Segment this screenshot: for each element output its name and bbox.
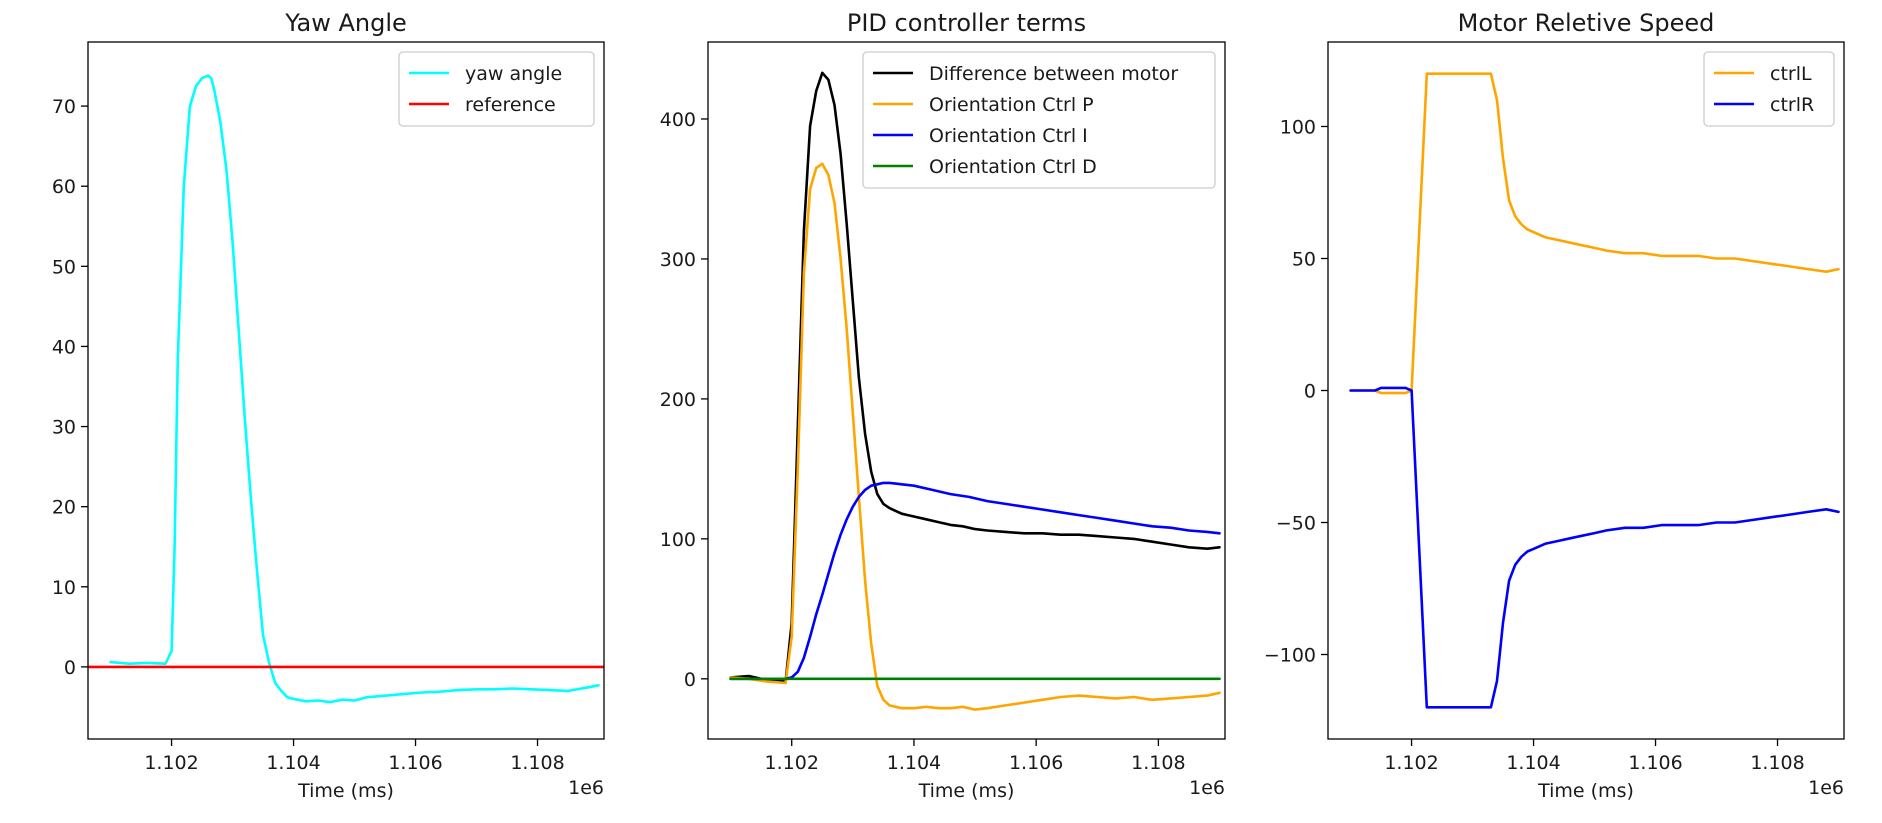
y-tick-label: 0 bbox=[64, 657, 76, 679]
x-offset-label: 1e6 bbox=[1189, 777, 1225, 799]
x-tick-label: 1.102 bbox=[765, 752, 819, 774]
y-tick-label: 200 bbox=[660, 389, 696, 411]
y-tick-label: 0 bbox=[1304, 381, 1316, 403]
legend-label: reference bbox=[465, 94, 556, 116]
y-tick-label: −50 bbox=[1276, 513, 1316, 535]
x-tick-label: 1.108 bbox=[1131, 752, 1185, 774]
legend-label: Orientation Ctrl D bbox=[929, 156, 1097, 178]
plot-frame bbox=[707, 41, 1226, 740]
y-tick-label: 100 bbox=[660, 529, 696, 551]
x-tick-label: 1.106 bbox=[1009, 752, 1063, 774]
y-tick-label: 400 bbox=[660, 109, 696, 131]
legend: Difference between motor Orientation Ctrl… bbox=[862, 51, 1216, 189]
x-tick-label: 1.108 bbox=[1750, 752, 1804, 774]
y-tick-label: 40 bbox=[52, 336, 76, 358]
y-tick-label: 70 bbox=[52, 96, 76, 118]
y-tick-label: 300 bbox=[660, 249, 696, 271]
legend: yaw angle reference bbox=[398, 51, 595, 127]
subplot-1: Yaw Angle 1.102 1.104 1.106 1.108 0 10 20 30 40 50… bbox=[52, 9, 605, 802]
series-line-difference-between-motor bbox=[729, 71, 1221, 683]
x-tick-label: 1.104 bbox=[266, 752, 320, 774]
plot-frame bbox=[87, 41, 605, 740]
y-tick-label: 50 bbox=[52, 256, 76, 278]
legend: ctrlL ctrlR bbox=[1703, 51, 1835, 127]
x-tick-label: 1.106 bbox=[388, 752, 442, 774]
subplots: Yaw Angle 1.102 1.104 1.106 1.108 0 10 20 30 40 50… bbox=[52, 9, 1845, 802]
series-line-yaw-angle bbox=[109, 74, 600, 704]
x-tick-label: 1.104 bbox=[1506, 752, 1560, 774]
y-tick-label: 100 bbox=[1280, 116, 1316, 138]
legend-label: yaw angle bbox=[465, 63, 562, 85]
y-tick-label: 20 bbox=[52, 497, 76, 519]
legend-box bbox=[398, 51, 595, 127]
subplot-title: Motor Reletive Speed bbox=[1458, 9, 1715, 37]
series-line-orientation-ctrl-p bbox=[729, 162, 1221, 711]
x-tick-label: 1.102 bbox=[1384, 752, 1438, 774]
subplot-3: Motor Reletive Speed 1.102 1.104 1.106 1.108… bbox=[1264, 9, 1845, 802]
x-tick-label: 1.108 bbox=[510, 752, 564, 774]
y-tick-label: 30 bbox=[52, 417, 76, 439]
legend-label: Difference between motor bbox=[929, 63, 1178, 85]
legend-box bbox=[862, 51, 1216, 189]
y-tick-label: 60 bbox=[52, 176, 76, 198]
subplot-title: Yaw Angle bbox=[284, 9, 407, 37]
series-group bbox=[1349, 72, 1840, 709]
x-offset-label: 1e6 bbox=[1808, 777, 1844, 799]
legend-label: ctrlL bbox=[1770, 63, 1812, 85]
series-line-orientation-ctrl-i bbox=[729, 481, 1221, 681]
series-line-ctrll bbox=[1349, 72, 1840, 395]
x-axis-label: Time (ms) bbox=[297, 780, 394, 802]
y-tick-label: 10 bbox=[52, 577, 76, 599]
x-tick-label: 1.104 bbox=[887, 752, 941, 774]
x-axis-label: Time (ms) bbox=[1537, 780, 1634, 802]
series-group bbox=[88, 74, 604, 704]
legend-box bbox=[1703, 51, 1835, 127]
x-tick-label: 1.102 bbox=[144, 752, 198, 774]
y-tick-label: 50 bbox=[1292, 248, 1316, 270]
legend-label: Orientation Ctrl P bbox=[929, 94, 1094, 116]
legend-label: Orientation Ctrl I bbox=[929, 125, 1088, 147]
y-tick-label: 0 bbox=[684, 669, 696, 691]
series-group bbox=[729, 71, 1221, 711]
y-tick-label: −100 bbox=[1264, 645, 1316, 667]
x-tick-label: 1.106 bbox=[1628, 752, 1682, 774]
x-axis-label: Time (ms) bbox=[918, 780, 1015, 802]
series-line-ctrlr bbox=[1349, 386, 1840, 709]
legend-label: ctrlR bbox=[1770, 94, 1814, 116]
subplot-2: PID controller terms 1.102 1.104 1.106 1.108… bbox=[660, 9, 1226, 802]
subplot-title: PID controller terms bbox=[847, 9, 1086, 37]
x-offset-label: 1e6 bbox=[568, 777, 604, 799]
